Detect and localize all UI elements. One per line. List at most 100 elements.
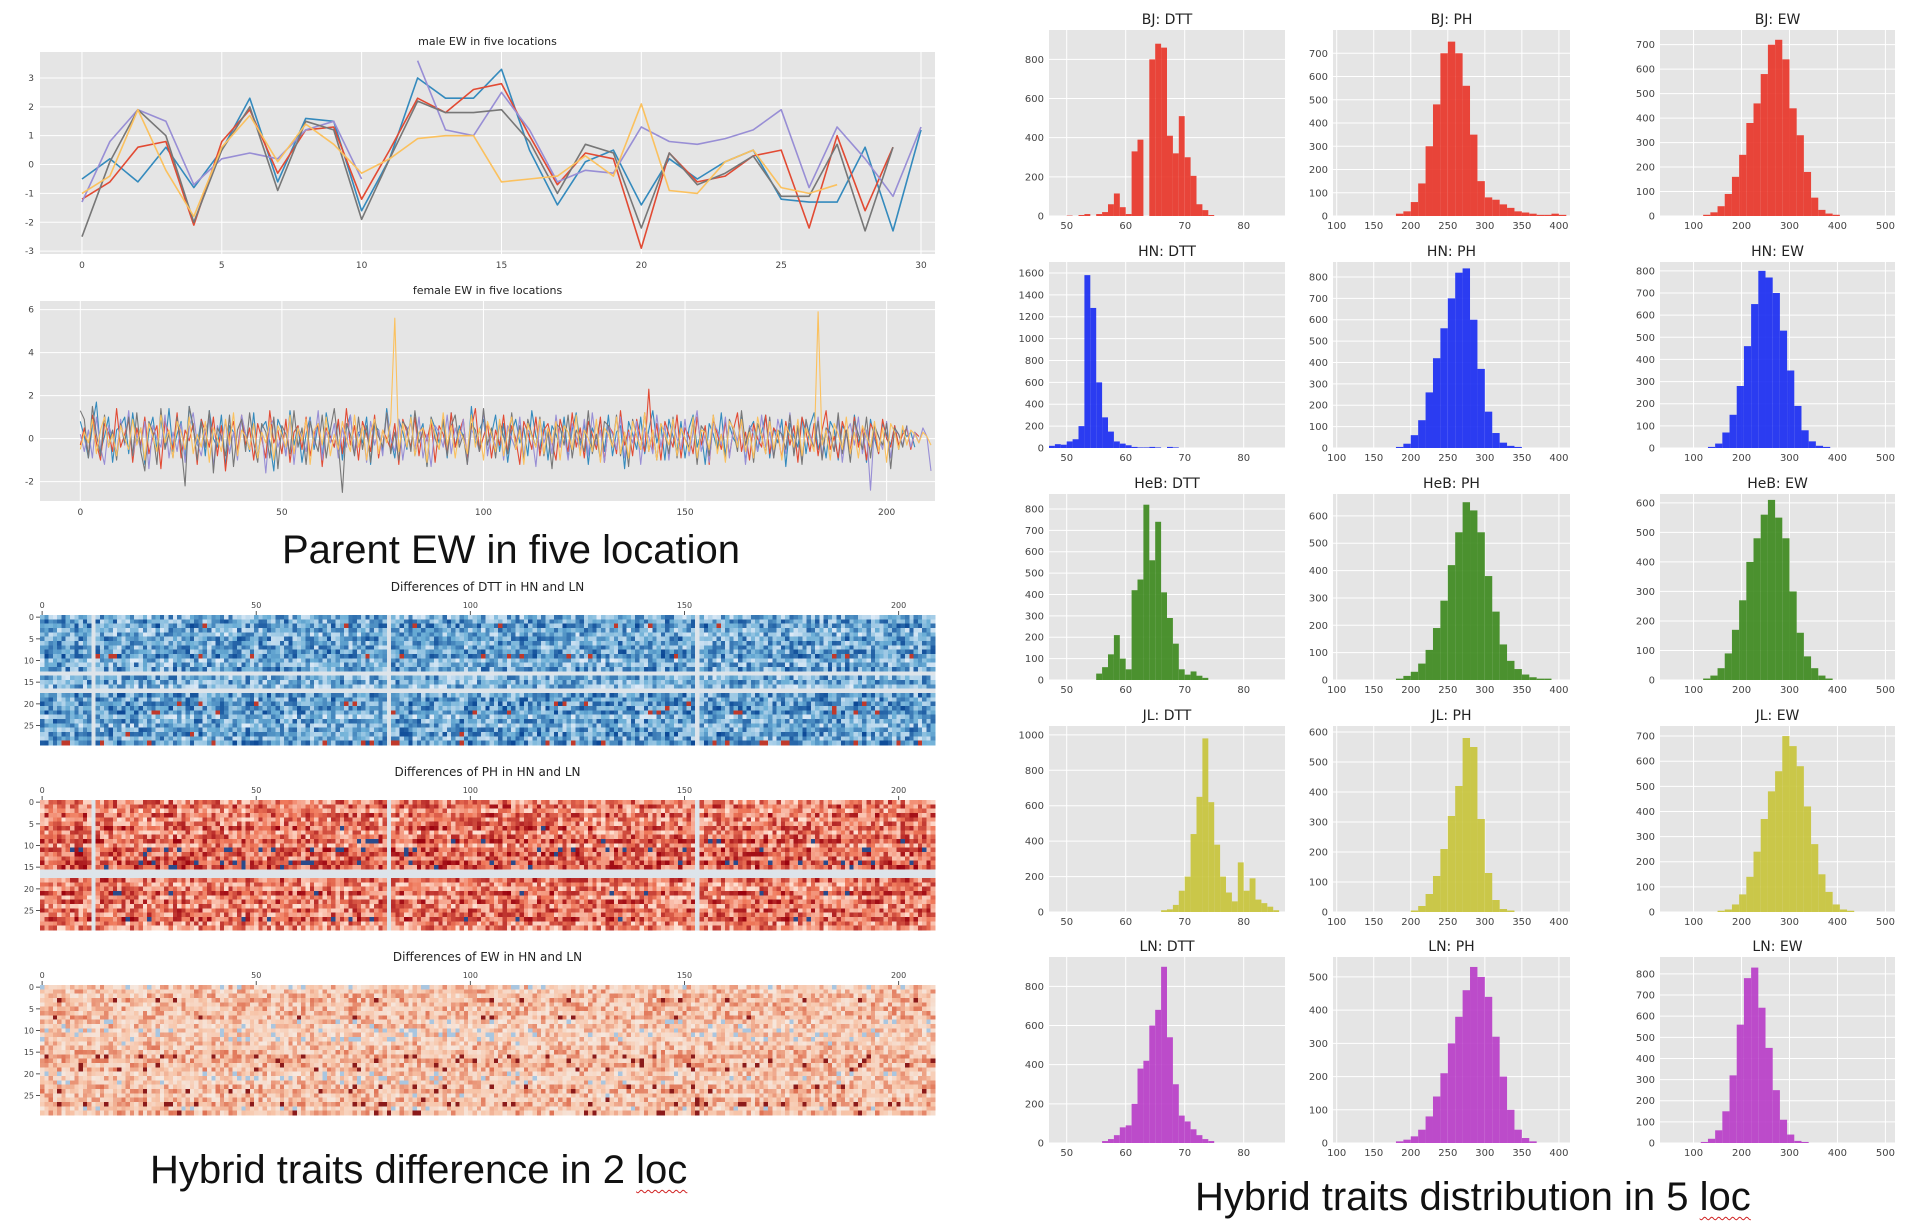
heatmap-1-cell — [339, 619, 345, 625]
male-x-tick-label: 10 — [356, 261, 368, 271]
heatmap-1-cell — [900, 641, 906, 646]
heatmap-1-cell — [181, 615, 186, 620]
heatmap-1-cell — [746, 636, 752, 642]
heatmap-1-cell — [421, 688, 426, 694]
heatmap-1-cell — [686, 619, 692, 625]
heatmap-1-cell — [421, 701, 426, 707]
heatmap-1-cell — [575, 654, 580, 659]
heatmap-1-cell — [296, 697, 302, 703]
heatmap-1-cell — [314, 662, 319, 668]
heatmap-1-cell — [284, 654, 289, 659]
heatmap-1-cell — [442, 675, 448, 681]
heatmap-1-cell — [639, 641, 645, 646]
heatmap-1-cell — [185, 671, 191, 677]
heatmap-1-cell — [823, 636, 829, 642]
heatmap-1-cell — [241, 654, 246, 659]
heatmap-1-cell — [738, 654, 743, 659]
heatmap-1-cell — [459, 671, 465, 677]
heatmap-1-cell — [288, 658, 294, 664]
heatmap-1-cell — [207, 654, 212, 659]
heatmap-1-cell — [630, 615, 636, 620]
heatmap-1-cell — [125, 684, 131, 690]
heatmap-1-cell — [305, 632, 311, 638]
heatmap-1-cell — [639, 667, 645, 672]
heatmap-1-cell — [433, 671, 439, 677]
heatmap-1-cell — [309, 658, 315, 664]
heatmap-1-cell — [326, 662, 332, 668]
heatmap-1-cell — [493, 667, 499, 672]
heatmap-1-cell — [262, 714, 268, 720]
heatmap-1-cell — [112, 671, 118, 677]
heatmap-1-cell — [665, 658, 670, 664]
heatmap-1-cell — [258, 671, 264, 677]
heatmap-1-cell — [472, 693, 478, 698]
heatmap-1-cell — [695, 615, 700, 620]
heatmap-1-cell — [592, 697, 598, 703]
heatmap-1-cell — [485, 680, 491, 685]
heatmap-1-cell — [52, 641, 58, 646]
heatmap-1-cell — [292, 710, 298, 716]
heatmap-1-cell — [412, 688, 418, 694]
heatmap-1-cell — [917, 667, 923, 672]
heatmap-1-cell — [845, 658, 850, 664]
heatmap-1-cell — [545, 684, 550, 690]
heatmap-1-cell — [459, 641, 465, 646]
heatmap-1-cell — [164, 714, 169, 720]
heatmap-1-cell — [258, 697, 264, 703]
heatmap-1-cell — [481, 701, 486, 707]
heatmap-1-cell — [134, 654, 139, 659]
heatmap-1-cell — [511, 628, 516, 633]
heatmap-1-cell — [785, 675, 790, 681]
heatmap-1-cell — [746, 675, 752, 681]
heatmap-1-cell — [271, 632, 276, 638]
heatmap-1-cell — [930, 632, 936, 638]
heatmap-1-cell — [857, 680, 863, 685]
heatmap-1-cell — [639, 615, 645, 620]
heatmap-1-cell — [613, 645, 619, 651]
heatmap-1-cell — [660, 632, 666, 638]
heatmap-1-cell — [673, 693, 679, 698]
heatmap-1-cell — [506, 641, 512, 646]
heatmap-1-cell — [541, 628, 546, 633]
heatmap-1-cell — [832, 645, 837, 651]
heatmap-1-cell — [463, 714, 469, 720]
heatmap-1-cell — [104, 662, 109, 668]
heatmap-1-cell — [626, 615, 632, 620]
heatmap-1-cell — [472, 714, 478, 720]
heatmap-1-cell — [690, 680, 696, 685]
heatmap-1-cell — [703, 654, 709, 659]
heatmap-1-cell — [613, 636, 619, 642]
heatmap-1-cell — [528, 667, 533, 672]
heatmap-1-cell — [930, 697, 936, 703]
heatmap-1-cell — [879, 710, 885, 716]
heatmap-1-cell — [845, 632, 850, 638]
heatmap-1-cell — [699, 675, 705, 681]
heatmap-1-cell — [309, 619, 315, 625]
heatmap-1-cell — [493, 619, 499, 625]
heatmap-1-cell — [151, 645, 157, 651]
heatmap-1-cell — [236, 680, 242, 685]
heatmap-1-cell — [361, 615, 366, 620]
heatmap-1-cell — [91, 619, 97, 625]
heatmap-1-cell — [506, 714, 512, 720]
heatmap-1-cell — [622, 632, 628, 638]
heatmap-1-cell — [558, 697, 563, 703]
heatmap-1-cell — [840, 671, 846, 677]
heatmap-1-cell — [896, 671, 902, 677]
heatmap-1-cell — [125, 649, 131, 655]
heatmap-1-cell — [52, 615, 58, 620]
heatmap-1-cell — [875, 641, 880, 646]
heatmap-1-cell — [485, 662, 491, 668]
heatmap-1-cell — [202, 684, 208, 690]
heatmap-1-cell — [519, 671, 525, 677]
heatmap-1-cell — [695, 636, 700, 642]
heatmap-1-cell — [463, 706, 469, 711]
heatmap-1-cell — [155, 667, 161, 672]
heatmap-1-cell — [232, 710, 238, 716]
heatmap-1-cell — [61, 619, 67, 625]
heatmap-1-cell — [639, 688, 645, 694]
heatmap-1-cell — [61, 623, 67, 629]
heatmap-1-cell — [917, 710, 923, 716]
heatmap-1-cell — [669, 615, 675, 620]
heatmap-1-cell — [219, 619, 225, 625]
